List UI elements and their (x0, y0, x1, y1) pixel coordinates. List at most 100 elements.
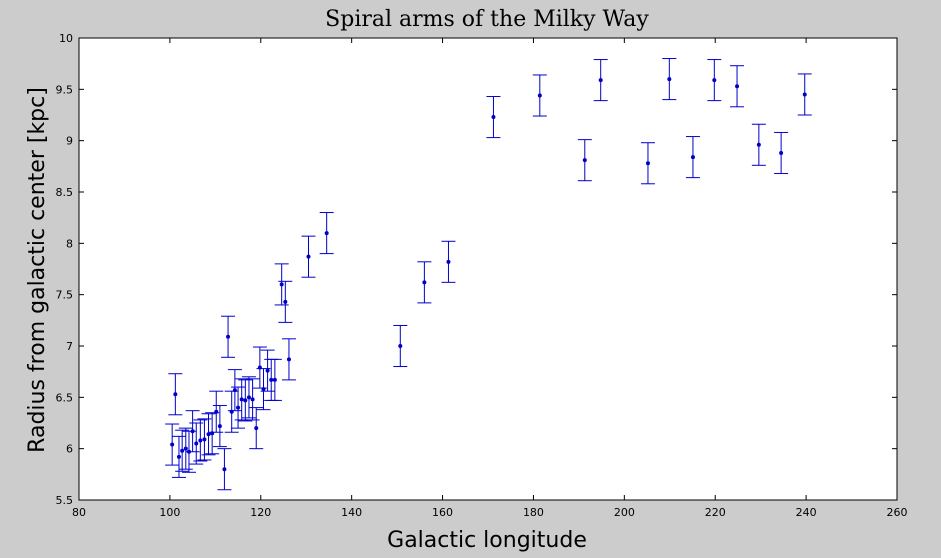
data-point (214, 409, 219, 414)
y-tick-label: 10 (59, 32, 73, 45)
data-point-group (178, 427, 193, 470)
data-point-group (185, 410, 200, 453)
data-point (217, 424, 222, 429)
data-point (491, 115, 496, 120)
data-point-group (319, 212, 334, 255)
data-point-group (281, 338, 296, 381)
data-point-group (751, 123, 766, 166)
y-axis-ticks: 5.5 6 6.5 7 7.5 8 8.5 9 9.5 10 (56, 32, 897, 507)
data-point-group (165, 423, 180, 466)
y-tick-label: 7.5 (56, 289, 74, 302)
data-point (735, 84, 740, 89)
data-point (286, 357, 291, 362)
data-point (272, 377, 277, 382)
data-marks (165, 58, 812, 491)
data-point-group (532, 74, 547, 117)
y-tick-label: 5.5 (56, 494, 74, 507)
data-point-group (593, 59, 608, 102)
x-axis-ticks: 80 100 120 140 160 180 200 220 240 260 (72, 38, 908, 519)
data-point-group (393, 324, 408, 368)
data-point (232, 388, 237, 393)
data-point (269, 377, 274, 382)
data-point-group (260, 349, 275, 392)
data-point (183, 446, 188, 451)
data-point-group (249, 407, 264, 450)
x-tick-label: 100 (159, 506, 180, 519)
data-point (226, 334, 231, 339)
data-point-group (774, 131, 789, 175)
plot-area (79, 38, 897, 500)
data-point (422, 280, 427, 285)
x-tick-label: 260 (887, 506, 908, 519)
data-point (446, 259, 451, 264)
x-axis-label: Galactic longitude (387, 528, 587, 553)
x-tick-label: 220 (705, 506, 726, 519)
data-point-group (245, 378, 260, 421)
data-point (756, 142, 761, 147)
data-point (537, 93, 542, 98)
data-point (180, 448, 185, 453)
data-point (239, 397, 244, 402)
data-point (690, 155, 695, 160)
y-tick-label: 8 (66, 237, 73, 250)
data-point (236, 405, 241, 410)
data-point (265, 368, 270, 373)
data-point-group (197, 418, 212, 461)
data-point (243, 398, 248, 403)
data-point-group (209, 390, 224, 433)
y-tick-label: 7 (66, 340, 73, 353)
x-tick-label: 80 (72, 506, 86, 519)
y-tick-label: 9 (66, 135, 73, 148)
data-point (283, 299, 288, 304)
data-point-group (238, 379, 253, 422)
data-point (667, 77, 672, 82)
data-point-group (168, 373, 183, 416)
x-tick-label: 140 (341, 506, 362, 519)
data-point-group (227, 369, 242, 412)
data-point (802, 92, 807, 97)
data-point-group (217, 448, 232, 491)
data-point-group (241, 376, 256, 419)
data-point-group (175, 429, 190, 472)
data-point-group (274, 263, 289, 306)
data-point-group (201, 413, 216, 456)
y-tick-label: 6 (66, 443, 73, 456)
data-point (173, 392, 178, 397)
x-tick-label: 180 (523, 506, 544, 519)
data-point-group (301, 235, 316, 278)
data-point-group (417, 261, 432, 304)
data-point (324, 231, 329, 236)
data-point-group (685, 136, 700, 179)
data-point-group (577, 139, 592, 182)
data-point-group (171, 435, 186, 478)
data-point (222, 467, 227, 472)
data-point-group (212, 405, 227, 448)
x-tick-label: 160 (432, 506, 453, 519)
chart-title: Spiral arms of the Milky Way (325, 7, 649, 32)
data-point (246, 395, 251, 400)
data-point-group (797, 73, 812, 116)
data-point (254, 426, 259, 431)
y-tick-label: 8.5 (56, 186, 74, 199)
y-tick-label: 6.5 (56, 391, 74, 404)
data-point-group (730, 65, 745, 108)
x-tick-label: 200 (614, 506, 635, 519)
data-point-group (640, 142, 655, 185)
data-point (206, 432, 211, 437)
data-point (170, 442, 175, 447)
data-point-group (707, 59, 722, 102)
data-point-group (486, 96, 501, 139)
data-point (176, 454, 181, 459)
data-point (261, 387, 266, 392)
plot-frame (78, 37, 898, 501)
data-point (279, 282, 284, 287)
data-point (194, 441, 199, 446)
data-point-group (193, 419, 208, 462)
data-point-group (662, 58, 677, 101)
data-point (306, 254, 311, 259)
data-point-group (189, 422, 204, 465)
data-point-group (441, 240, 456, 283)
data-point-group (221, 315, 236, 358)
data-point (645, 161, 650, 166)
